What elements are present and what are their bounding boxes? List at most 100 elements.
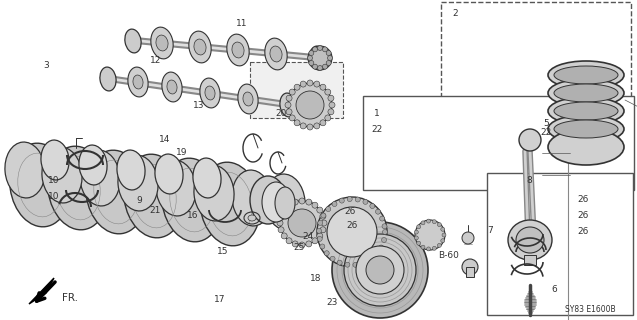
- Ellipse shape: [294, 84, 300, 90]
- Text: 22: 22: [371, 125, 383, 134]
- Text: 20: 20: [275, 109, 287, 118]
- Ellipse shape: [320, 84, 326, 90]
- Ellipse shape: [516, 227, 544, 253]
- Ellipse shape: [554, 84, 618, 102]
- Text: 7: 7: [487, 226, 494, 235]
- Ellipse shape: [296, 91, 324, 119]
- Ellipse shape: [250, 176, 286, 224]
- Ellipse shape: [554, 102, 618, 120]
- Ellipse shape: [353, 262, 358, 267]
- Ellipse shape: [162, 158, 222, 242]
- Ellipse shape: [308, 55, 313, 60]
- Ellipse shape: [306, 241, 311, 247]
- Ellipse shape: [232, 170, 272, 226]
- Ellipse shape: [414, 236, 419, 240]
- Ellipse shape: [117, 150, 145, 190]
- Ellipse shape: [329, 102, 335, 108]
- Ellipse shape: [328, 95, 334, 101]
- Ellipse shape: [320, 244, 325, 249]
- Ellipse shape: [427, 247, 431, 251]
- Text: FR.: FR.: [62, 293, 78, 303]
- Ellipse shape: [167, 80, 177, 94]
- Text: 25: 25: [294, 244, 305, 252]
- Text: 15: 15: [217, 247, 229, 256]
- Ellipse shape: [299, 242, 305, 248]
- Ellipse shape: [382, 237, 387, 243]
- Ellipse shape: [151, 27, 173, 59]
- Ellipse shape: [292, 199, 298, 205]
- Ellipse shape: [325, 89, 331, 95]
- Text: 26: 26: [578, 212, 589, 220]
- Ellipse shape: [286, 238, 292, 244]
- Bar: [441, 2, 631, 99]
- Ellipse shape: [321, 213, 326, 218]
- Polygon shape: [29, 278, 54, 304]
- Ellipse shape: [248, 215, 256, 221]
- Ellipse shape: [48, 146, 108, 230]
- Ellipse shape: [310, 46, 326, 70]
- Ellipse shape: [128, 67, 148, 97]
- Ellipse shape: [368, 257, 373, 262]
- Ellipse shape: [317, 66, 322, 70]
- Ellipse shape: [313, 64, 317, 69]
- Ellipse shape: [317, 45, 322, 51]
- Ellipse shape: [41, 140, 69, 180]
- Ellipse shape: [548, 61, 624, 89]
- Bar: [250, 62, 343, 118]
- Ellipse shape: [417, 241, 420, 245]
- Ellipse shape: [322, 64, 327, 69]
- Ellipse shape: [314, 81, 320, 87]
- Ellipse shape: [162, 72, 182, 102]
- Text: 26: 26: [346, 221, 357, 230]
- Ellipse shape: [548, 115, 624, 143]
- Ellipse shape: [345, 262, 350, 267]
- Ellipse shape: [356, 246, 404, 294]
- Ellipse shape: [427, 219, 431, 223]
- Ellipse shape: [79, 145, 107, 185]
- Ellipse shape: [321, 220, 327, 226]
- Ellipse shape: [156, 160, 196, 216]
- Ellipse shape: [317, 207, 323, 213]
- Ellipse shape: [194, 39, 206, 55]
- Ellipse shape: [232, 42, 244, 58]
- Ellipse shape: [100, 67, 116, 91]
- Ellipse shape: [265, 38, 287, 70]
- Text: 1: 1: [374, 109, 380, 118]
- Ellipse shape: [194, 165, 234, 221]
- Ellipse shape: [80, 150, 120, 206]
- Text: 10: 10: [48, 176, 60, 185]
- Text: 26: 26: [344, 207, 355, 216]
- Ellipse shape: [270, 46, 282, 62]
- Ellipse shape: [326, 51, 331, 55]
- Ellipse shape: [421, 245, 425, 249]
- Ellipse shape: [438, 223, 441, 227]
- Ellipse shape: [288, 209, 316, 237]
- Ellipse shape: [227, 34, 249, 66]
- Ellipse shape: [327, 55, 333, 60]
- Ellipse shape: [548, 79, 624, 107]
- Text: 17: 17: [214, 295, 225, 304]
- Ellipse shape: [280, 93, 296, 117]
- Ellipse shape: [317, 228, 322, 233]
- Ellipse shape: [292, 241, 298, 247]
- Ellipse shape: [462, 232, 474, 244]
- Ellipse shape: [317, 233, 323, 239]
- Ellipse shape: [320, 213, 326, 219]
- Ellipse shape: [299, 198, 305, 204]
- Ellipse shape: [361, 260, 366, 266]
- Ellipse shape: [200, 162, 261, 246]
- Ellipse shape: [289, 115, 295, 121]
- Ellipse shape: [326, 207, 331, 212]
- Ellipse shape: [317, 236, 322, 241]
- Ellipse shape: [307, 124, 313, 130]
- Ellipse shape: [415, 220, 445, 250]
- Text: 6: 6: [551, 285, 557, 294]
- Text: 3: 3: [43, 61, 49, 70]
- Ellipse shape: [275, 187, 295, 219]
- Text: 2: 2: [453, 9, 458, 18]
- Text: 23: 23: [326, 298, 338, 307]
- Ellipse shape: [330, 256, 335, 261]
- Ellipse shape: [294, 120, 300, 126]
- Text: 8: 8: [526, 176, 533, 185]
- Ellipse shape: [118, 155, 158, 211]
